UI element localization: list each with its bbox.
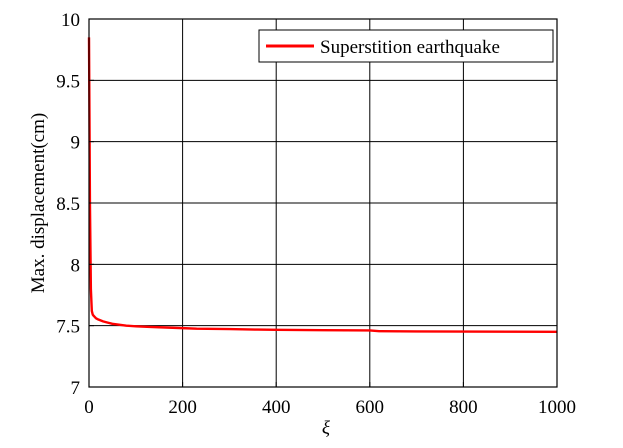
series-layer (87, 37, 558, 333)
ticks (88, 18, 558, 388)
y-tick-labels: 7 7.5 8 8.5 9 9.5 10 (56, 10, 80, 399)
y-tick-label: 9 (71, 133, 81, 154)
x-tick-label: 400 (262, 397, 291, 418)
y-tick-label: 9.5 (56, 71, 80, 92)
y-tick-label: 8 (71, 255, 81, 276)
y-tick-label: 8.5 (56, 194, 80, 215)
grid (88, 18, 558, 388)
x-tick-label: 800 (449, 397, 478, 418)
x-tick-label: 600 (356, 397, 385, 418)
legend: Superstition earthquake (258, 29, 554, 63)
y-axis-title: Max. displacement(cm) (28, 113, 49, 293)
y-tick-label: 7 (71, 378, 81, 399)
x-tick-labels: 0 200 400 600 800 1000 (84, 397, 576, 418)
y-tick-label: 10 (61, 10, 80, 31)
x-tick-label: 0 (84, 397, 94, 418)
x-axis-title: ξ (322, 418, 331, 439)
x-tick-label: 200 (168, 397, 197, 418)
x-tick-label: 1000 (538, 397, 576, 418)
y-tick-label: 7.5 (56, 317, 80, 338)
legend-label-superstition: Superstition earthquake (320, 37, 500, 58)
series-line-superstition-earthquake (87, 37, 558, 333)
